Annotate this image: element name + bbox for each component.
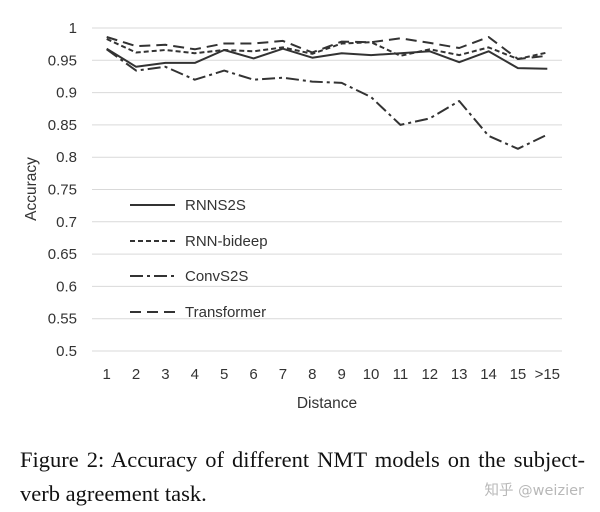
x-tick-label: 15 (510, 366, 527, 383)
x-tick-label: >15 (535, 366, 560, 383)
x-tick-label: 8 (308, 366, 316, 383)
y-axis-title: Accuracy (23, 157, 40, 221)
x-axis-ticks: 1 2 3 4 5 6 7 8 9 10 11 12 13 14 15 >15 (103, 366, 561, 383)
series-line-rnns2s (106, 47, 548, 70)
x-tick-label: 5 (220, 366, 228, 383)
watermark: 知乎 @weizier (484, 483, 584, 499)
y-tick-label: 0.8 (56, 149, 77, 166)
legend-label: RNNS2S (185, 197, 246, 214)
x-tick-label: 2 (132, 366, 140, 383)
x-tick-label: 11 (393, 366, 409, 383)
series-line-convs2s (106, 48, 548, 150)
y-tick-label: 0.95 (48, 52, 77, 69)
y-tick-label: 0.9 (56, 85, 77, 102)
y-tick-label: 0.85 (48, 117, 77, 134)
x-axis-title: Distance (297, 395, 357, 412)
x-tick-label: 1 (103, 366, 111, 383)
x-tick-label: 6 (249, 366, 257, 383)
y-tick-label: 0.65 (48, 246, 77, 263)
y-tick-label: 1 (69, 20, 77, 37)
x-tick-label: 10 (363, 366, 380, 383)
series-lines (106, 36, 548, 150)
x-tick-label: 13 (451, 366, 468, 383)
y-gridlines (92, 27, 562, 352)
x-tick-label: 4 (191, 366, 199, 383)
x-tick-label: 9 (338, 366, 346, 383)
legend: RNNS2S RNN-bideep ConvS2S Transformer (130, 197, 268, 321)
x-tick-label: 3 (161, 366, 169, 383)
y-tick-label: 0.75 (48, 182, 77, 199)
x-tick-label: 12 (421, 366, 438, 383)
y-tick-label: 0.5 (56, 343, 77, 360)
x-tick-label: 7 (279, 366, 287, 383)
legend-label: ConvS2S (185, 268, 248, 285)
legend-label: RNN-bideep (185, 233, 268, 250)
series-line-rnn-bideep (106, 38, 548, 60)
y-tick-label: 0.55 (48, 311, 77, 328)
figure-caption: Figure 2: Accuracy of different NMT mode… (20, 447, 585, 506)
y-tick-label: 0.6 (56, 278, 77, 295)
legend-label: Transformer (185, 304, 266, 321)
x-tick-label: 14 (480, 366, 497, 383)
y-axis-ticks: 0.5 0.55 0.6 0.65 0.7 0.75 0.8 0.85 0.9 0.95 1 (48, 20, 77, 360)
series-line-transformer (106, 36, 548, 60)
y-tick-label: 0.7 (56, 214, 77, 231)
